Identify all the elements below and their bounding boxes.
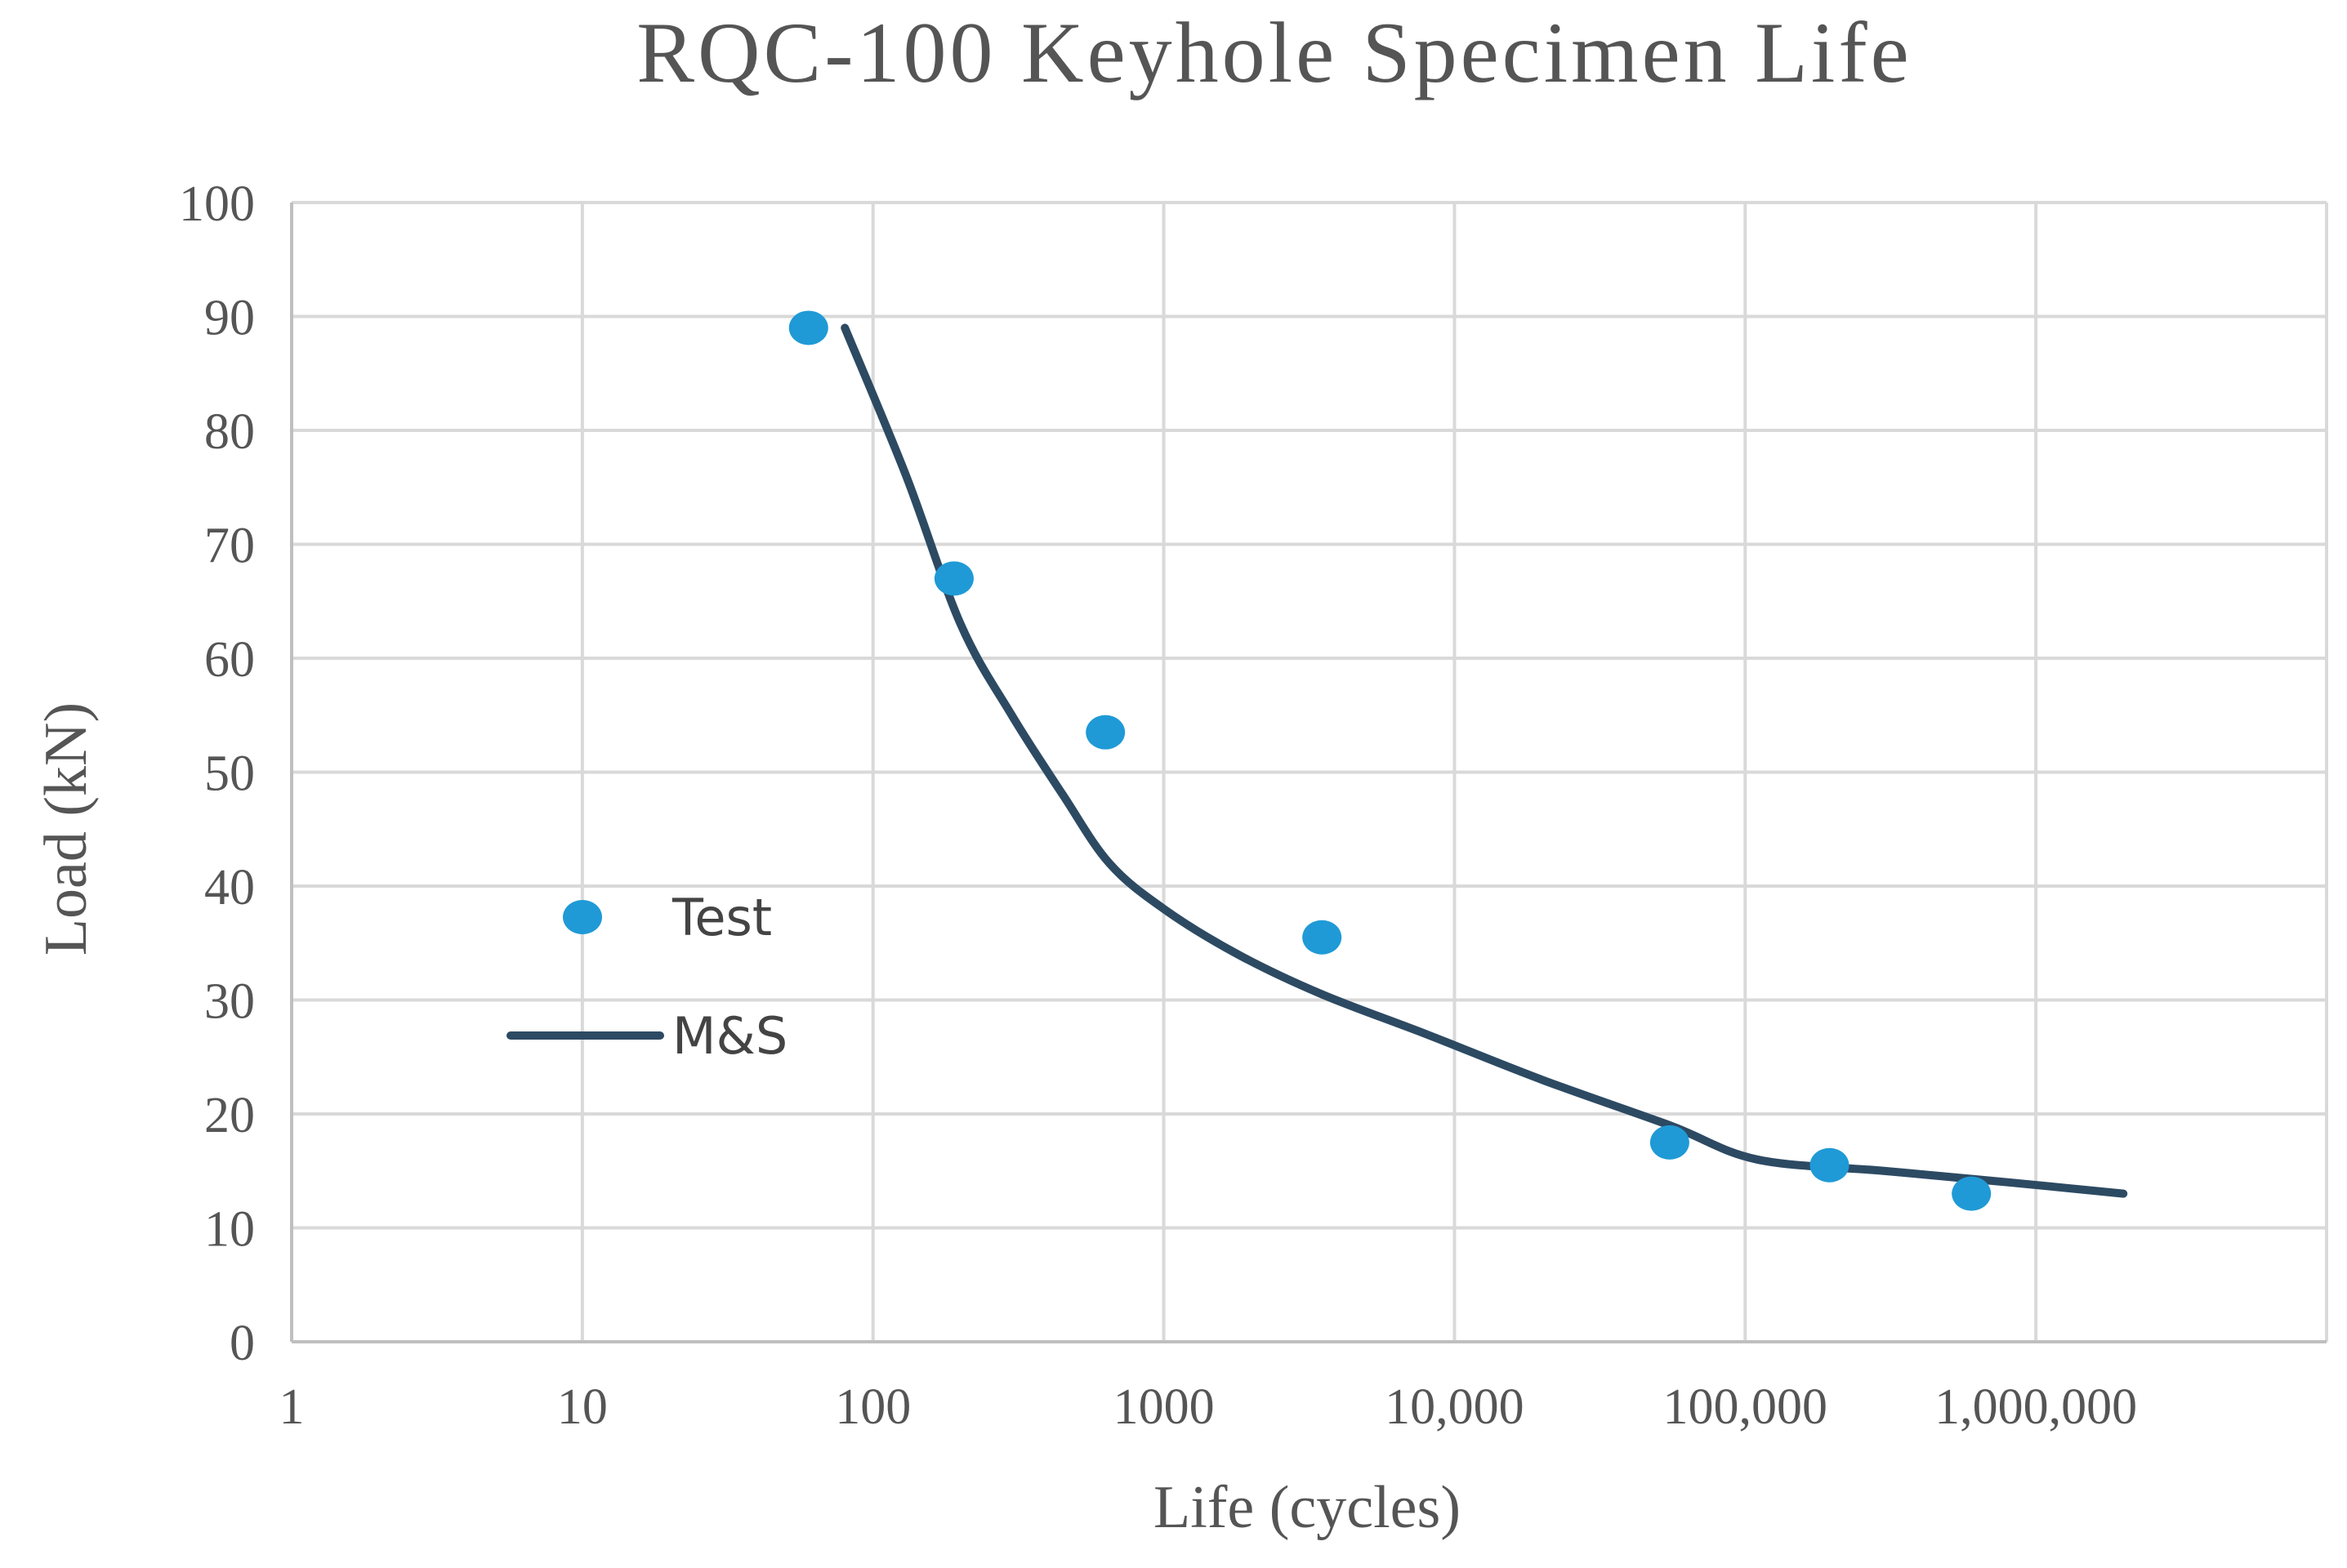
- y-axis-title: Load (kN): [33, 702, 100, 956]
- x-tick-label: 1: [279, 1379, 305, 1435]
- y-tick-label: 10: [204, 1202, 255, 1258]
- test-data-point: [788, 310, 828, 345]
- y-tick-label: 70: [204, 519, 255, 574]
- y-tick-label: 90: [204, 291, 255, 346]
- test-data-point: [934, 561, 974, 596]
- legend-test-marker: [563, 900, 602, 934]
- test-data-point: [1302, 920, 1342, 955]
- test-data-point: [1649, 1125, 1689, 1160]
- axes: [290, 203, 2327, 1343]
- ms-series-line: [841, 323, 2128, 1198]
- y-tick-label: 60: [204, 632, 255, 688]
- test-data-point: [1952, 1176, 1992, 1211]
- x-tick-label: 100,000: [1663, 1379, 1828, 1435]
- y-tick-label: 100: [179, 176, 255, 232]
- x-tick-label: 1,000,000: [1934, 1379, 2137, 1435]
- legend: Test M&S: [506, 888, 788, 1066]
- y-tick-label: 40: [204, 860, 255, 915]
- legend-test-label: Test: [672, 888, 772, 947]
- test-data-point: [1086, 715, 1126, 750]
- x-tick-label: 10: [557, 1379, 608, 1435]
- y-tick-label: 30: [204, 974, 255, 1030]
- x-tick-label: 1000: [1113, 1379, 1215, 1435]
- legend-ms-label: M&S: [672, 1006, 788, 1066]
- test-data-point: [1809, 1147, 1849, 1183]
- x-tick-label: 10,000: [1385, 1379, 1524, 1435]
- y-tick-label: 50: [204, 746, 255, 802]
- series-layer: [788, 310, 2128, 1211]
- y-tick-label: 80: [204, 404, 255, 460]
- y-tick-label: 0: [230, 1316, 255, 1371]
- x-axis-title: Life (cycles): [1153, 1474, 1461, 1541]
- chart-title: RQC-100 Keyhole Specimen Life: [636, 5, 1912, 100]
- y-tick-label: 20: [204, 1088, 255, 1143]
- x-tick-label: 100: [835, 1379, 911, 1435]
- gridlines: [292, 201, 2328, 1342]
